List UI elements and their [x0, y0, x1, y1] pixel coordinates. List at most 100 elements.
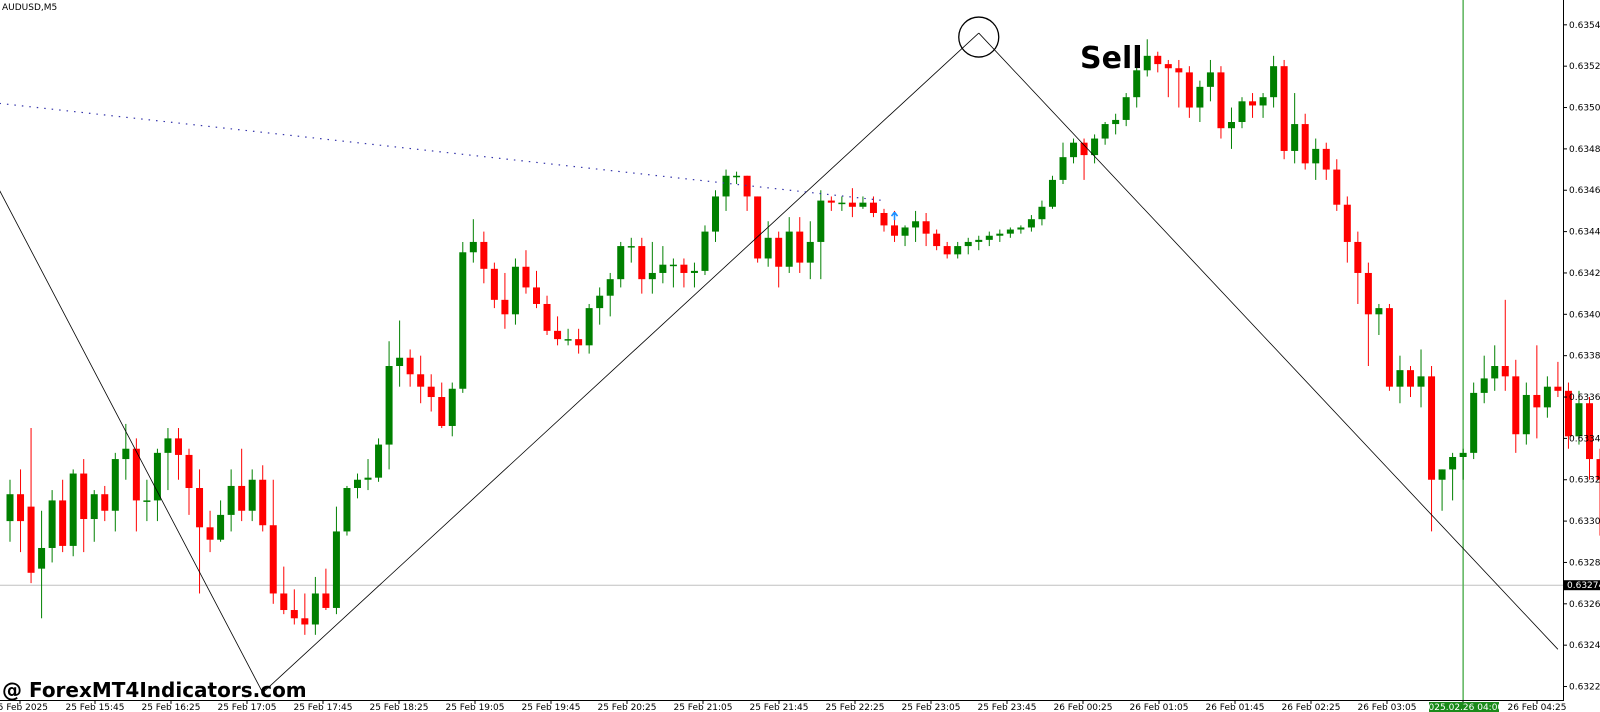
candle [922, 212, 930, 247]
candle [27, 428, 35, 584]
candle-body [1259, 97, 1267, 106]
candle-body [185, 454, 193, 489]
candle-body [891, 225, 899, 236]
candle [259, 465, 267, 532]
candle-body [227, 485, 235, 515]
candle-body [975, 239, 983, 242]
candle [1217, 66, 1225, 139]
candle [1038, 200, 1046, 226]
candle-body [964, 241, 972, 247]
candle [1333, 159, 1341, 211]
time-highlight-label: 2025.02.26 04:00 [1423, 703, 1504, 712]
candle-body [1364, 272, 1372, 315]
candle-body [1048, 179, 1056, 207]
candle-body [1564, 390, 1572, 437]
candle [669, 258, 677, 288]
time-axis[interactable]: 25 Feb 2025 25 Feb 15:45 25 Feb 16:25 25 Fe… [0, 701, 1567, 712]
candle [859, 196, 867, 209]
candle-body [1491, 366, 1499, 379]
candle [1564, 382, 1572, 449]
candle [1312, 138, 1320, 180]
candle-body [1070, 142, 1078, 158]
candle-body [575, 339, 583, 346]
candle-body [1312, 148, 1320, 164]
candle [1449, 452, 1457, 501]
candle-body [1396, 370, 1404, 387]
candle [712, 190, 720, 242]
candle [174, 428, 182, 480]
candle [933, 229, 941, 251]
candle [775, 231, 783, 288]
price-tick-label: 0.63225 [1569, 683, 1600, 693]
buy-arrow-icon [890, 211, 899, 221]
candle [1375, 303, 1383, 335]
candle-body [59, 500, 67, 546]
candle [1249, 93, 1257, 118]
candle [954, 241, 962, 259]
candle-body [459, 252, 467, 389]
candle-body [196, 488, 204, 528]
candle [975, 235, 983, 251]
candle [101, 485, 109, 522]
candle [1428, 366, 1436, 532]
candle-body [638, 246, 646, 280]
candle [1259, 93, 1267, 118]
zigzag-line [978, 32, 1559, 650]
candle-body [238, 485, 246, 511]
candle-body [596, 295, 604, 309]
price-tick-label: 0.63245 [1569, 641, 1600, 651]
candle-body [722, 175, 730, 197]
candle [143, 479, 151, 522]
candle-body [954, 246, 962, 255]
candle [385, 341, 393, 470]
candle [912, 210, 920, 242]
candle-body [322, 593, 330, 608]
price-axis[interactable]: 0.63545 0.63525 0.63505 0.63485 0.63465 0.634… [1563, 21, 1600, 693]
candle [1406, 366, 1414, 398]
current-price-label: 0.63274 [1567, 581, 1600, 591]
candle [754, 196, 762, 263]
candle-body [880, 212, 888, 226]
candle [564, 328, 572, 346]
candle [1175, 59, 1183, 108]
candle-body [1554, 386, 1562, 391]
candle-body [1164, 64, 1172, 69]
candle [122, 423, 130, 480]
candle [1133, 66, 1141, 108]
time-tick-label: 26 Feb 00:25 [1053, 703, 1112, 712]
candle [1533, 345, 1541, 439]
candle [1364, 262, 1372, 367]
candle [817, 190, 825, 280]
candle [1206, 59, 1214, 102]
candle [1470, 382, 1478, 460]
price-tick-label: 0.63325 [1569, 476, 1600, 486]
candle-body [143, 500, 151, 502]
candle [585, 303, 593, 354]
candle [111, 452, 119, 532]
candle-body [206, 527, 214, 540]
candle-body [543, 303, 551, 331]
candle-body [1143, 55, 1151, 71]
candle-body [775, 237, 783, 267]
candle-body [690, 270, 698, 273]
candle-body [827, 200, 835, 203]
candle [290, 589, 298, 625]
candle-body [269, 525, 277, 594]
candle [417, 355, 425, 404]
candle [90, 490, 98, 542]
overlays-group [0, 16, 1559, 694]
candle-body [164, 438, 172, 453]
candle-body [174, 438, 182, 455]
candle-body [385, 366, 393, 445]
price-tick-label: 0.63425 [1569, 269, 1600, 279]
candle [48, 490, 56, 563]
candle-body [1470, 392, 1478, 453]
candle-body [343, 488, 351, 532]
candle [469, 219, 477, 263]
candle [1091, 134, 1099, 164]
candle [1280, 59, 1288, 160]
candle-body [1154, 55, 1162, 65]
candle [396, 320, 404, 387]
candle [606, 272, 614, 317]
